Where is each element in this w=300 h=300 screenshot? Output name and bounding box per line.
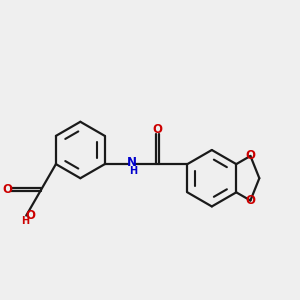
Text: O: O: [25, 209, 35, 222]
Text: O: O: [245, 194, 255, 207]
Text: O: O: [153, 123, 163, 136]
Text: N: N: [127, 156, 136, 169]
Text: O: O: [245, 149, 255, 162]
Text: H: H: [21, 216, 29, 226]
Text: O: O: [2, 183, 13, 196]
Text: H: H: [130, 166, 138, 176]
